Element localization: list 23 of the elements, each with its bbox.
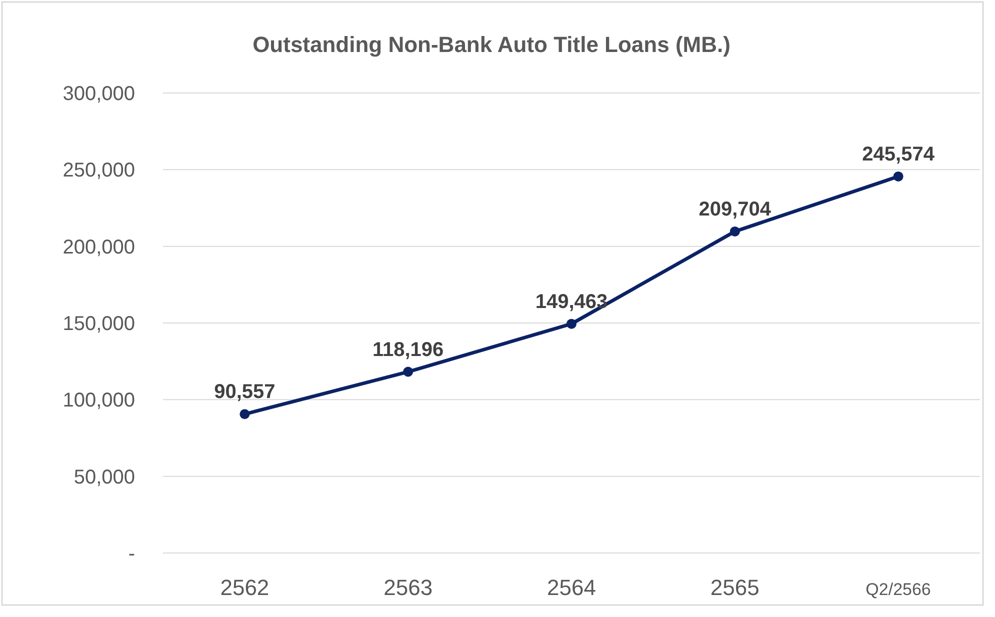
y-tick-label: 100,000	[62, 390, 135, 412]
y-tick-label: 50,000	[74, 466, 135, 488]
chart-title: Outstanding Non-Bank Auto Title Loans (MB.)	[252, 32, 730, 57]
point	[566, 318, 576, 329]
x-tick-label: 2564	[547, 575, 596, 600]
x-tick-label: 2565	[710, 575, 760, 600]
x-tick-label: 2563	[384, 575, 433, 600]
point	[730, 226, 740, 236]
point	[240, 409, 250, 420]
y-tick-label: 250,000	[62, 160, 135, 182]
data-label: 209,704	[698, 198, 772, 220]
data-label: 245,574	[862, 143, 936, 166]
point	[403, 366, 414, 377]
data-label: 118,196	[372, 338, 444, 361]
data-label: 149,463	[535, 290, 608, 313]
x-tick-label: Q2/2566	[866, 580, 931, 599]
y-tick-label: -	[128, 543, 135, 565]
y-tick-label: 150,000	[62, 313, 135, 335]
y-tick-label: 300,000	[62, 83, 135, 105]
data-label: 90,557	[214, 381, 276, 404]
x-tick-label: 2562	[220, 575, 270, 600]
point	[893, 171, 904, 182]
y-tick-label: 200,000	[62, 236, 135, 258]
